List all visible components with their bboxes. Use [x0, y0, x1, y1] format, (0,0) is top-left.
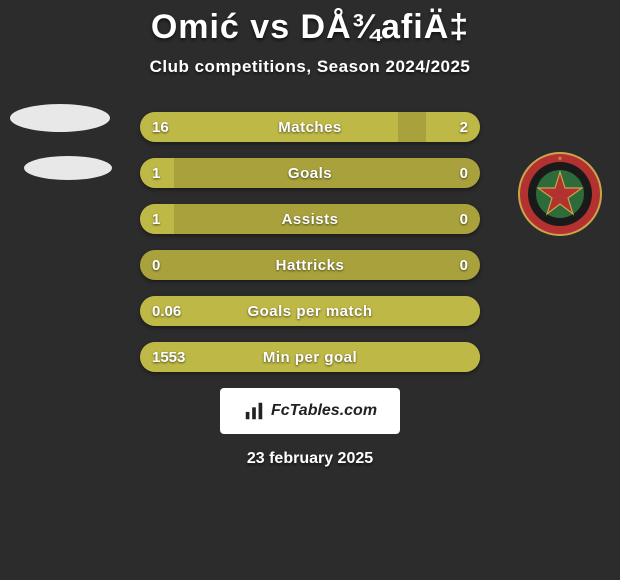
stat-label: Goals per match: [140, 296, 480, 326]
stats-rows: 162Matches 10Goals 10Assists 00Hattricks 0.0…: [140, 112, 480, 372]
fctables-badge[interactable]: FcTables.com: [220, 388, 400, 434]
ellipse-icon: [24, 156, 112, 180]
stat-row: 00Hattricks: [140, 250, 480, 280]
stat-row: 10Assists: [140, 204, 480, 234]
stat-row: 162Matches: [140, 112, 480, 142]
page-title: Omić vs DÅ¾afiÄ‡: [0, 8, 620, 47]
stat-row: 10Goals: [140, 158, 480, 188]
stat-label: Hattricks: [140, 250, 480, 280]
stat-row: 1553Min per goal: [140, 342, 480, 372]
stat-label: Min per goal: [140, 342, 480, 372]
stat-label: Goals: [140, 158, 480, 188]
team-badge-right: ★: [510, 104, 610, 204]
date-text: 23 february 2025: [0, 450, 620, 468]
svg-text:★: ★: [558, 156, 563, 162]
subtitle: Club competitions, Season 2024/2025: [0, 57, 620, 77]
bars-icon: [243, 400, 265, 422]
fctables-label: FcTables.com: [271, 402, 377, 420]
stat-row: 0.06Goals per match: [140, 296, 480, 326]
team-badge-left: [10, 104, 110, 204]
crest-icon: ★: [510, 144, 610, 244]
ellipse-icon: [10, 104, 110, 132]
stat-label: Matches: [140, 112, 480, 142]
stat-label: Assists: [140, 204, 480, 234]
